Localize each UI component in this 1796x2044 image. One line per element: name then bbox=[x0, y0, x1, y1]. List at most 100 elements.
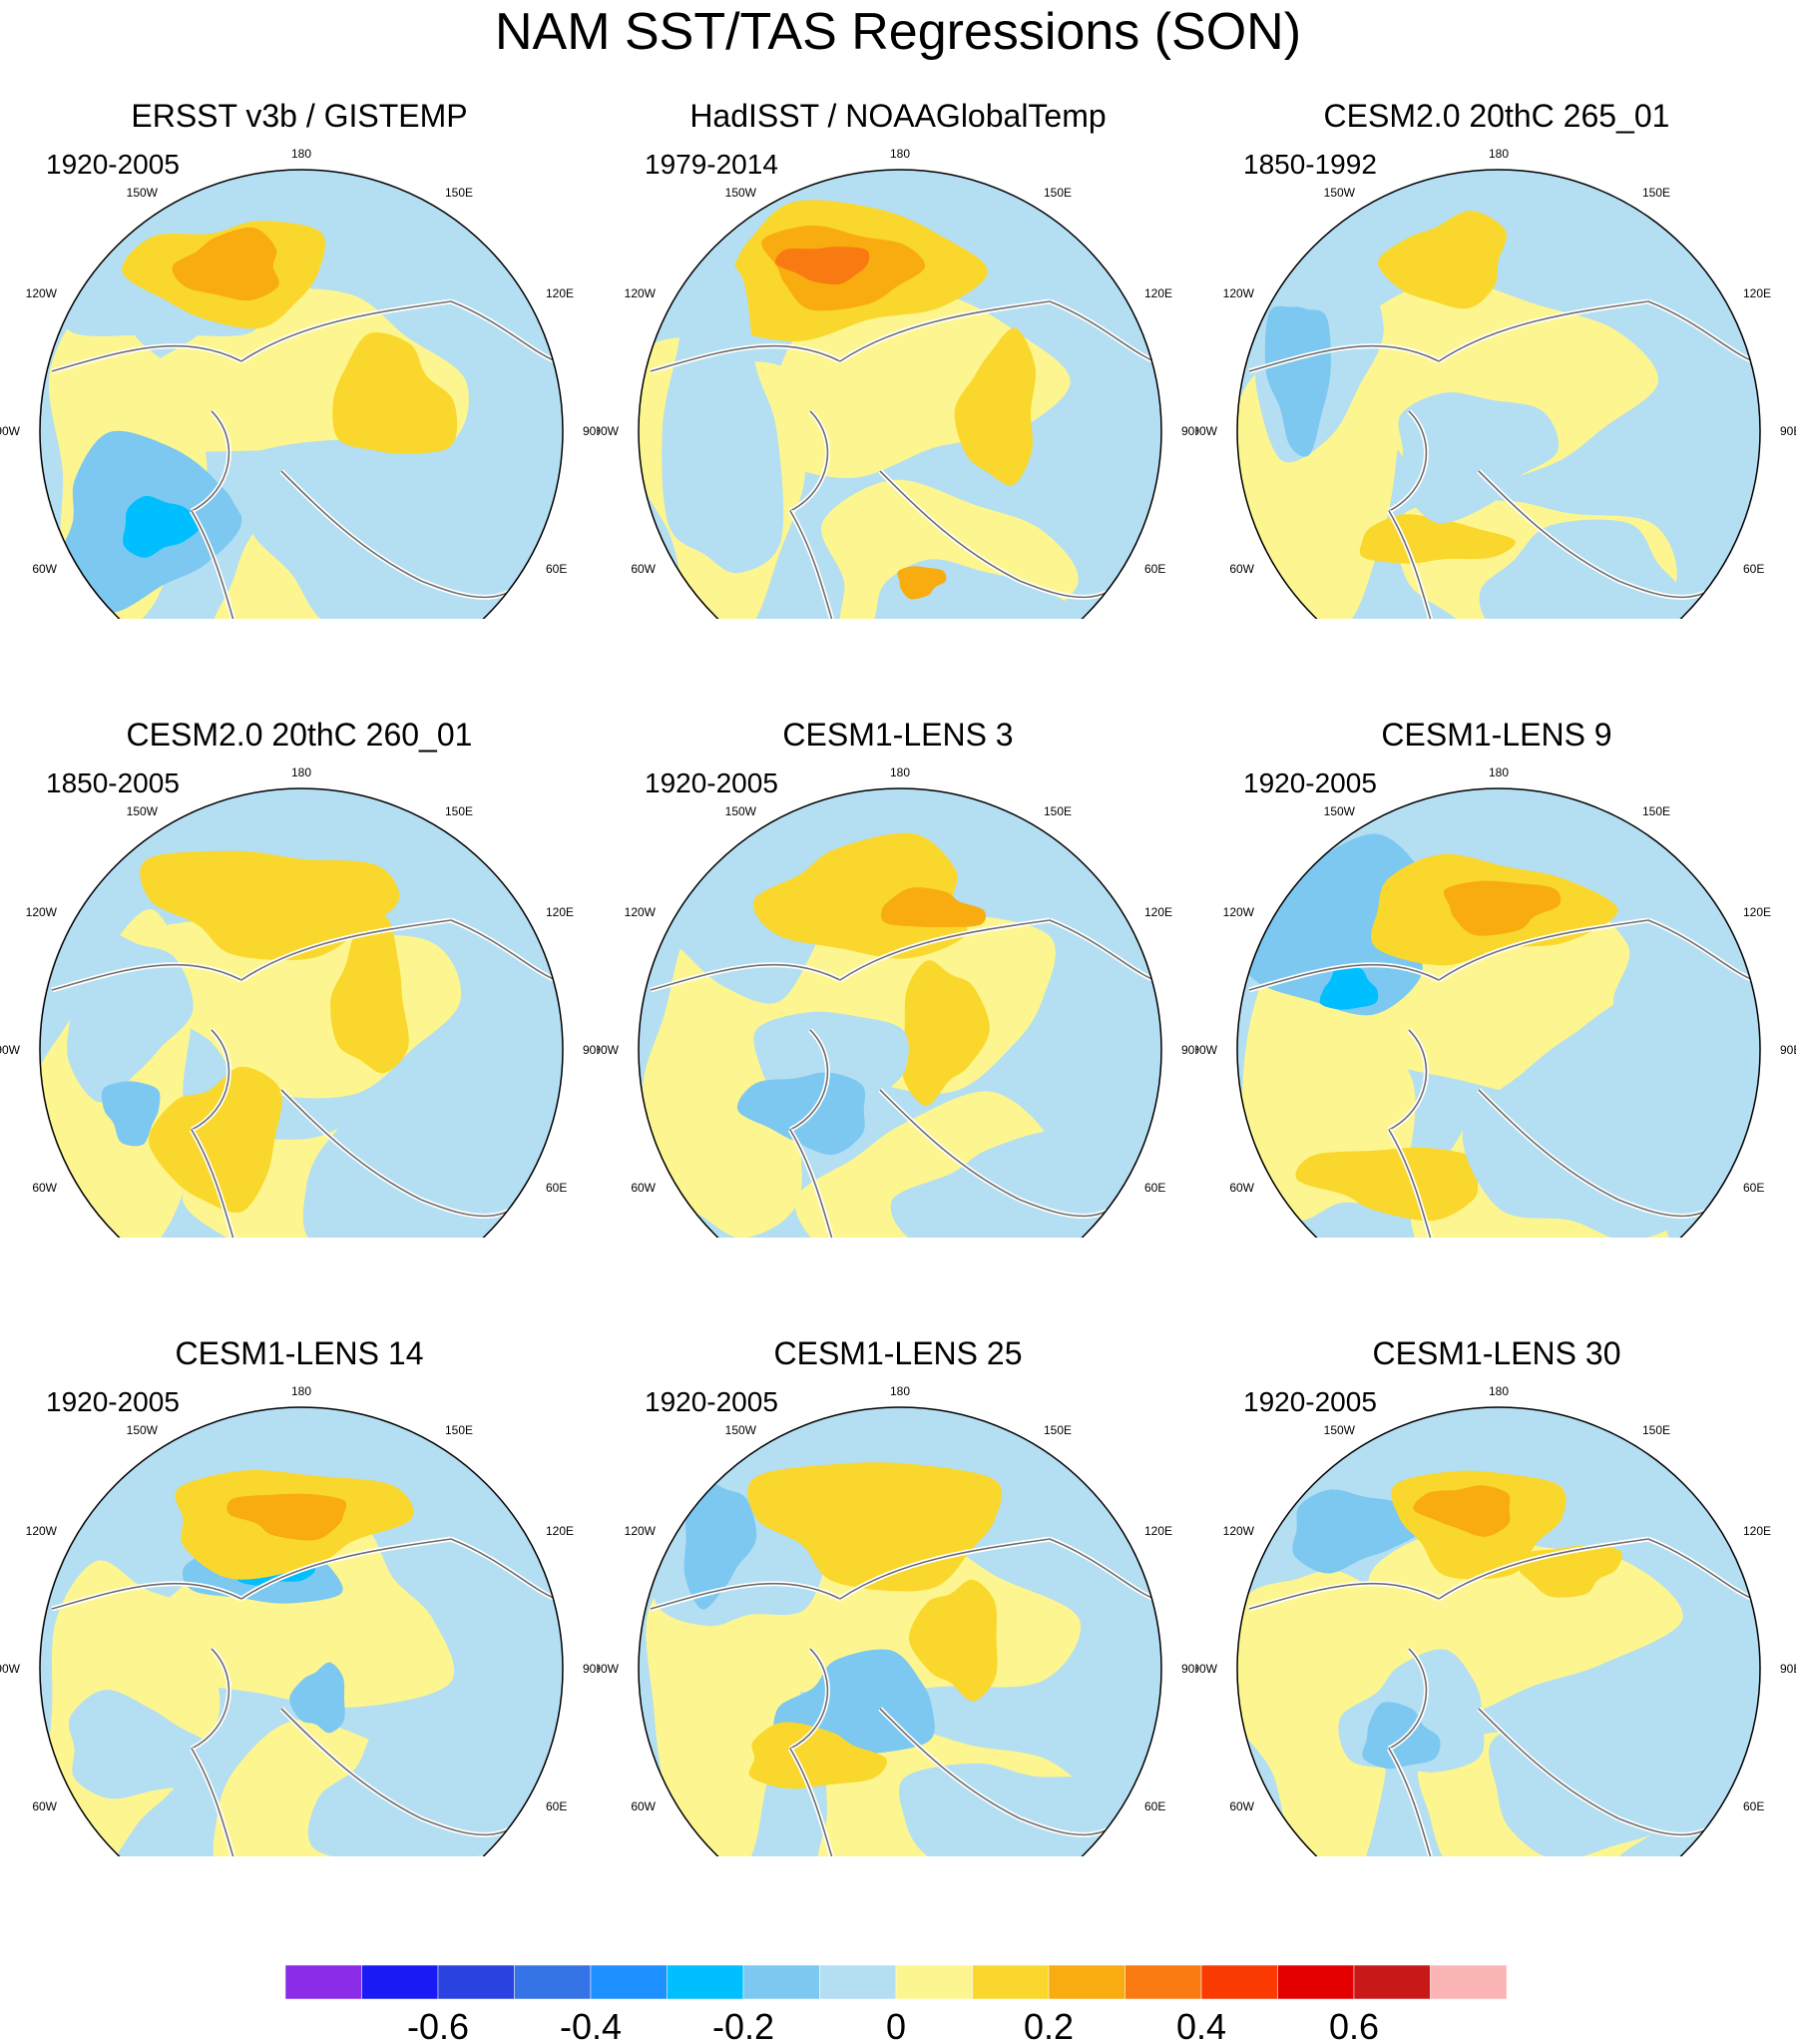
coastline bbox=[191, 1029, 230, 1131]
anomaly-region bbox=[1292, 1489, 1423, 1574]
longitude-label: 90E bbox=[1181, 1662, 1197, 1676]
polar-map: 180150E120E90E60E30E030W60W90W120W150W bbox=[0, 147, 599, 619]
longitude-label: 120W bbox=[1223, 286, 1255, 300]
anomaly-region bbox=[1398, 392, 1560, 524]
colorbar-swatch bbox=[1048, 1965, 1125, 2000]
longitude-label: 90W bbox=[0, 424, 21, 438]
polar-map: 180150E120E90E60E30E030W60W90W120W150W bbox=[1197, 147, 1796, 619]
coastline bbox=[1388, 1748, 1450, 1856]
map-border bbox=[638, 787, 1162, 1238]
colorbar-swatch bbox=[1200, 1965, 1278, 2000]
longitude-label: 60W bbox=[32, 1799, 57, 1813]
anomaly-region bbox=[332, 332, 458, 454]
coastline bbox=[51, 345, 242, 372]
coastline bbox=[1388, 410, 1428, 512]
longitude-label: 90W bbox=[1197, 1662, 1218, 1676]
colorbar-swatch bbox=[895, 1965, 973, 2000]
coastline bbox=[51, 964, 242, 991]
longitude-label: 150E bbox=[1044, 186, 1072, 200]
colorbar-tick-label: -0.4 bbox=[560, 2006, 622, 2044]
polar-map: 180150E120E90E60E30E030W60W90W120W150W bbox=[1197, 766, 1796, 1238]
longitude-label: 60W bbox=[32, 1181, 57, 1195]
anomaly-region bbox=[68, 1690, 214, 1799]
coastline bbox=[650, 345, 841, 372]
anomaly-region bbox=[954, 327, 1037, 486]
coastline bbox=[1478, 470, 1619, 582]
colorbar-swatch bbox=[1277, 1965, 1355, 2000]
longitude-label: 60W bbox=[1229, 1799, 1254, 1813]
longitude-label: 120E bbox=[546, 905, 574, 919]
coastline bbox=[879, 470, 1021, 582]
longitude-label: 60W bbox=[631, 1181, 656, 1195]
longitude-label: 90W bbox=[599, 424, 620, 438]
panel-title: CESM1-LENS 14 bbox=[175, 1335, 424, 1371]
longitude-label: 120W bbox=[26, 1524, 58, 1538]
coastline bbox=[1049, 919, 1155, 981]
polar-map: 180150E120E90E60E30E030W60W90W120W150W bbox=[0, 1384, 599, 1856]
colorbar-swatch bbox=[667, 1965, 744, 2000]
anomaly-region bbox=[736, 1072, 866, 1156]
map-border bbox=[39, 787, 564, 1238]
anomaly-region bbox=[302, 1101, 563, 1238]
map-border bbox=[39, 1406, 564, 1856]
longitude-label: 60E bbox=[546, 562, 567, 576]
polar-map: 180150E120E90E60E30E030W60W90W120W150W bbox=[599, 766, 1197, 1238]
longitude-label: 120W bbox=[26, 286, 58, 300]
longitude-label: 120W bbox=[1223, 905, 1255, 919]
anomaly-region bbox=[1479, 519, 1699, 619]
longitude-label: 90E bbox=[583, 1043, 599, 1057]
colorbar-swatch bbox=[1124, 1965, 1202, 2000]
longitude-label: 90W bbox=[1197, 424, 1218, 438]
anomaly-region bbox=[1295, 1147, 1482, 1222]
coastline bbox=[191, 410, 230, 512]
coastline bbox=[650, 1583, 841, 1610]
longitude-label: 90W bbox=[599, 1662, 620, 1676]
longitude-label: 60W bbox=[631, 562, 656, 576]
coastline bbox=[789, 1748, 851, 1856]
coastline bbox=[1248, 345, 1440, 372]
anomaly-region bbox=[148, 1066, 282, 1214]
colorbar-tick-label: 0.4 bbox=[1176, 2006, 1226, 2044]
coastline bbox=[1388, 1129, 1450, 1238]
anomaly-region bbox=[1240, 925, 1416, 1221]
longitude-label: 90E bbox=[583, 424, 599, 438]
longitude-label: 60E bbox=[1743, 562, 1764, 576]
coastline bbox=[789, 1129, 851, 1238]
longitude-label: 120W bbox=[1223, 1524, 1255, 1538]
longitude-label: 150W bbox=[127, 186, 159, 200]
longitude-label: 60E bbox=[1144, 562, 1165, 576]
anomaly-region bbox=[1378, 211, 1507, 309]
anomaly-region bbox=[908, 1579, 998, 1702]
panel-title: ERSST v3b / GISTEMP bbox=[131, 98, 468, 134]
coastline bbox=[1478, 1708, 1619, 1819]
coastline bbox=[450, 300, 557, 362]
coastline bbox=[191, 1129, 252, 1238]
coastline bbox=[1388, 510, 1450, 619]
coastline bbox=[450, 1538, 557, 1600]
longitude-label: 60E bbox=[1743, 1181, 1764, 1195]
longitude-label: 90E bbox=[1780, 424, 1796, 438]
colorbar-tick-label: -0.6 bbox=[407, 2006, 469, 2044]
panel-title: CESM1-LENS 30 bbox=[1372, 1335, 1621, 1371]
anomaly-region bbox=[901, 960, 990, 1107]
anomaly-region bbox=[307, 1715, 526, 1856]
map-border bbox=[638, 1406, 1162, 1856]
polar-map: 180150E120E90E60E30E030W60W90W120W150W bbox=[599, 1384, 1197, 1856]
polar-map: 180150E120E90E60E30E030W60W90W120W150W bbox=[599, 147, 1197, 619]
anomaly-region bbox=[662, 256, 784, 574]
longitude-label: 120W bbox=[625, 905, 657, 919]
longitude-label: 150W bbox=[1324, 186, 1356, 200]
map-panel: 180150E120E90E60E30E030W60W90W120W150WHa… bbox=[599, 0, 1197, 619]
longitude-label: 150W bbox=[1324, 1423, 1356, 1437]
longitude-label: 180 bbox=[890, 766, 910, 779]
coastline bbox=[879, 1708, 1021, 1819]
panel-period: 1920-2005 bbox=[1243, 767, 1377, 798]
map-panel: 180150E120E90E60E30E030W60W90W120W150WCE… bbox=[1197, 0, 1796, 619]
anomaly-region bbox=[226, 1493, 347, 1541]
longitude-label: 60W bbox=[32, 562, 57, 576]
coastline bbox=[1248, 964, 1440, 991]
map-panel: 180150E120E90E60E30E030W60W90W120W150WCE… bbox=[1197, 1238, 1796, 1856]
anomaly-region bbox=[1264, 305, 1331, 457]
panel-period: 1920-2005 bbox=[46, 149, 180, 180]
coastline bbox=[879, 1089, 1021, 1201]
